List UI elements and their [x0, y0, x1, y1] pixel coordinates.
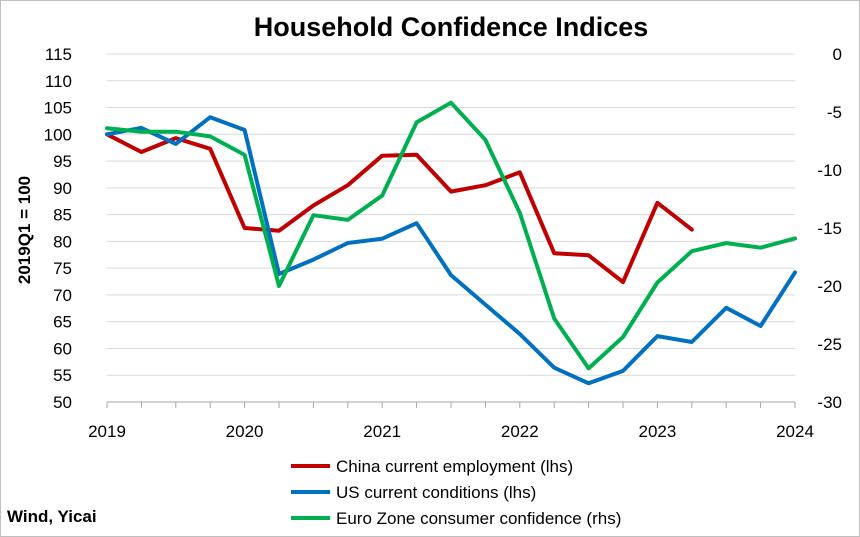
- y-right-tick-label: -25: [817, 335, 842, 354]
- series-lines: [105, 100, 797, 386]
- y-left-tick-label: 75: [53, 259, 72, 278]
- y-left-tick-label: 50: [53, 393, 72, 412]
- y-left-tick-label: 85: [53, 206, 72, 225]
- y-left-tick-label: 110: [45, 72, 72, 91]
- legend-entry: Euro Zone consumer confidence (rhs): [336, 509, 621, 528]
- y-left-tick-label: 65: [53, 313, 72, 332]
- legend-entry: China current employment (lhs): [336, 457, 573, 476]
- x-tick-label: 2023: [638, 422, 676, 441]
- chart-title: Household Confidence Indices: [254, 12, 649, 42]
- y-axis-label: 2019Q1 = 100: [15, 176, 34, 284]
- series-line-1: [105, 115, 797, 386]
- y-left-tick-label: 80: [53, 232, 72, 251]
- x-tick-label: 2022: [501, 422, 539, 441]
- y-left-tick-label: 100: [44, 125, 72, 144]
- x-tick-label: 2019: [88, 422, 126, 441]
- y-left-tick-label: 95: [53, 152, 72, 171]
- source-label: Wind, Yicai: [7, 507, 97, 526]
- legend-entry: US current conditions (lhs): [336, 483, 536, 502]
- y-left-tick-label: 70: [53, 286, 72, 305]
- y-left-tick-label: 105: [44, 99, 72, 118]
- y-right-tick-label: 0: [833, 45, 842, 64]
- y-right-tick-label: -30: [817, 393, 842, 412]
- y-right-tick-label: -10: [817, 161, 842, 180]
- y-left-tick-label: 60: [53, 339, 72, 358]
- y-left-tick-label: 115: [45, 45, 72, 64]
- y-right-tick-label: -20: [817, 277, 842, 296]
- x-tick-label: 2020: [226, 422, 264, 441]
- x-tick-label: 2021: [363, 422, 401, 441]
- legend: China current employment (lhs) US current…: [291, 457, 621, 528]
- y-left-tick-label: 90: [53, 179, 72, 198]
- x-tick-label: 2024: [776, 422, 814, 441]
- y-right-tick-label: -15: [817, 219, 842, 238]
- axes: [106, 401, 796, 408]
- series-line-2: [105, 100, 797, 371]
- y-right-tick-label: -5: [827, 103, 842, 122]
- tick-labels: 50 55 60 65 70 75 80 85 90 95 100 105 110 115 -30 -25 -2…: [44, 45, 842, 441]
- y-left-tick-label: 55: [53, 366, 72, 385]
